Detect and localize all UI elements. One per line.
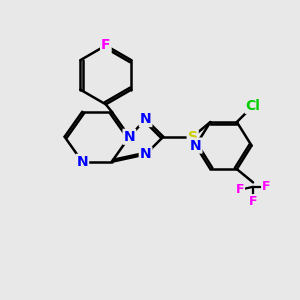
Text: F: F — [249, 195, 257, 208]
Text: N: N — [76, 155, 88, 169]
Text: S: S — [188, 130, 198, 144]
Text: N: N — [124, 130, 135, 144]
Text: N: N — [140, 112, 152, 126]
Text: F: F — [101, 38, 111, 52]
Text: Cl: Cl — [246, 99, 260, 113]
Text: F: F — [262, 180, 271, 193]
Text: N: N — [190, 139, 202, 153]
Text: F: F — [236, 183, 244, 196]
Text: N: N — [140, 147, 152, 161]
